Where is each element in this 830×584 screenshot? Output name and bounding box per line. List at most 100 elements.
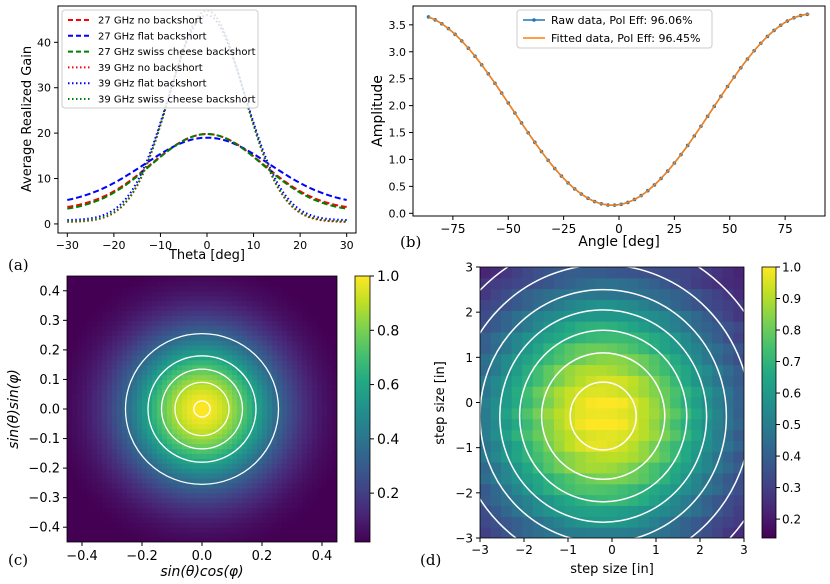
chart-c-heat-cell [247,428,253,435]
chart-c-heat-cell [252,497,258,504]
chart-c-heat-cell [317,394,323,400]
chart-d-heat-cell [596,527,608,538]
chart-c-heat-cell [217,374,223,381]
chart-c-heat-cell [267,369,273,376]
chart-c-heat-cell [97,394,103,400]
chart-c-heat-cell [227,295,233,302]
chart-c-heat-cell [177,315,183,321]
chart-c-heat-cell [197,369,203,376]
chart-c-heat-cell [177,537,183,542]
chart-c-heat-cell [262,379,268,385]
chart-d-heat-cell [648,332,661,344]
chart-c-heat-cell [307,507,313,514]
chart-c-heat-cell [297,468,303,474]
chart-c-heat-cell [72,330,78,336]
chart-c-heat-cell [317,335,323,341]
chart-c-heat-cell [147,537,153,542]
chart-d-heat-cell [733,375,744,387]
chart-c-heat-cell [67,413,73,420]
chart-c-heat-cell [287,463,293,469]
chart-c-heat-cell [97,325,103,331]
chart-c-heat-cell [187,443,193,450]
chart-c-heat-cell [242,404,248,410]
chart-d-heat-cell [564,299,576,311]
chart-d-heat-cell [733,440,744,452]
chart-c-heat-cell [187,492,193,499]
chart-c-heat-cell [247,285,253,292]
chart-c-heat-cell [262,276,268,282]
chart-c-heat-cell [332,344,337,351]
chart-c-heat-cell [87,537,93,542]
chart-c-heat-cell [287,276,293,282]
chart-c-heat-cell [107,354,113,361]
chart-d-heat-cell [501,440,513,452]
chart-d-heat-cell [627,342,639,355]
chart-c-heat-cell [112,438,118,445]
chart-d-heat-cell [670,342,682,355]
chart-c-heat-cell [117,354,123,361]
chart-c-heat-cell [257,438,263,445]
chart-c-heat-cell [227,349,233,356]
chart-c-heat-cell [237,463,243,469]
chart-c-heat-cell [192,315,198,321]
chart-c-heat-cell [297,409,303,415]
chart-c-heat-cell [267,349,273,356]
chart-c-heat-cell [137,473,143,479]
chart-d-heat-cell [606,342,618,355]
chart-c-heat-cell [177,522,183,528]
chart-c-heat-cell [332,527,337,533]
chart-c-heat-cell [237,315,243,321]
chart-c-heat-cell [177,354,183,361]
chart-c-heat-cell [212,384,218,390]
chart-c-heat-cell [257,527,263,533]
chart-c-heat-cell [92,364,98,371]
chart-c-heat-cell [127,330,133,336]
chart-c-heat-cell [157,305,163,312]
chart-c-heat-cell [177,409,183,415]
chart-c-heat-cell [272,448,278,454]
chart-c-heat-cell [222,384,228,390]
chart-c-heat-cell [247,517,253,523]
chart-c-heat-cell [132,404,138,410]
chart-c-heat-cell [107,340,113,346]
chart-d-heat-cell [543,321,555,333]
chart-c-heat-cell [242,344,248,351]
chart-c-heat-cell [307,473,313,479]
chart-c-heat-cell [162,325,168,331]
chart-c-heat-cell [172,340,178,346]
chart-c-heat-cell [187,507,193,514]
chart-d-heat-cell [617,397,629,409]
chart-c-heat-cell [162,349,168,356]
chart-d-heat-cell [553,277,565,290]
chart-c-heat-cell [327,527,333,533]
chart-d-heat-cell [606,418,618,431]
chart-c-heat-cell [142,512,148,518]
chart-c-heat-cell [97,369,103,376]
chart-d-heat-cell [596,505,608,517]
chart-c-heat-cell [117,404,123,410]
chart-c-heat-cell [197,473,203,479]
chart-c-heat-cell [172,487,178,494]
chart-c-heat-cell [272,344,278,351]
chart-c-heat-cell [287,280,293,287]
chart-c-heat-cell [122,428,128,435]
chart-c-heat-cell [247,374,253,381]
chart-c-heat-cell [107,404,113,410]
chart-c-heat-cell [112,285,118,292]
chart-c-heat-cell [287,340,293,346]
chart-c-heat-cell [322,502,328,509]
chart-c-heat-cell [217,320,223,326]
chart-d-heat-cell [553,472,565,485]
chart-c-heat-cell [217,532,223,538]
chart-c-heat-cell [97,433,103,440]
chart-c-heat-cell [207,512,213,518]
chart-c-heat-cell [177,463,183,469]
chart-c-heat-cell [107,507,113,514]
chart-c-heat-cell [127,379,133,385]
chart-d-heat-cell [501,494,513,506]
chart-c-heat-cell [277,389,283,395]
chart-c-heat-cell [67,409,73,415]
chart-c-heat-cell [297,458,303,464]
chart-d-heat-cell [596,407,608,420]
chart-c-heat-cell [272,335,278,341]
